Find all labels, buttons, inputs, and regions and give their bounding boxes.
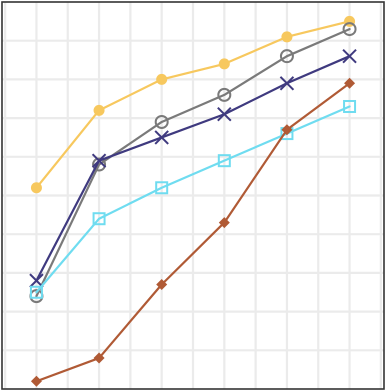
data-point-filled-diamond [281,124,293,136]
series-group [30,15,356,194]
series-group [30,77,356,387]
major-gridlines [4,2,382,389]
data-point-filled-diamond [156,279,168,291]
series-line [35,27,351,298]
data-point-cross [29,273,44,288]
data-point-open-circle [92,157,107,172]
data-point-open-square [92,212,106,226]
data-point-filled-circle [156,73,168,85]
series-line [35,105,351,294]
series-layer [29,15,357,387]
data-point-filled-diamond [93,352,105,364]
series-group [29,99,357,299]
data-point-filled-circle [30,182,42,194]
data-point-cross [217,107,232,122]
data-point-filled-diamond [344,77,356,89]
data-point-open-circle [279,49,294,64]
series-line [35,55,351,282]
data-point-filled-diamond [30,375,42,387]
data-point-cross [279,76,295,91]
data-point-open-circle [342,22,357,37]
series-line [35,82,351,383]
data-point-filled-circle [93,104,105,116]
data-point-open-square [155,181,169,195]
data-point-open-square [217,154,231,168]
data-point-filled-diamond [218,217,230,229]
data-point-cross [154,130,169,145]
series-line [35,20,351,189]
series-group [29,22,357,304]
data-point-filled-circle [281,31,293,43]
data-point-cross [91,153,107,168]
data-point-open-square [29,285,43,299]
data-point-cross [342,48,357,64]
data-point-open-square [343,99,357,113]
data-point-open-circle [217,87,232,102]
series-group [29,48,357,288]
data-point-filled-circle [218,58,230,70]
data-point-open-circle [154,114,169,129]
